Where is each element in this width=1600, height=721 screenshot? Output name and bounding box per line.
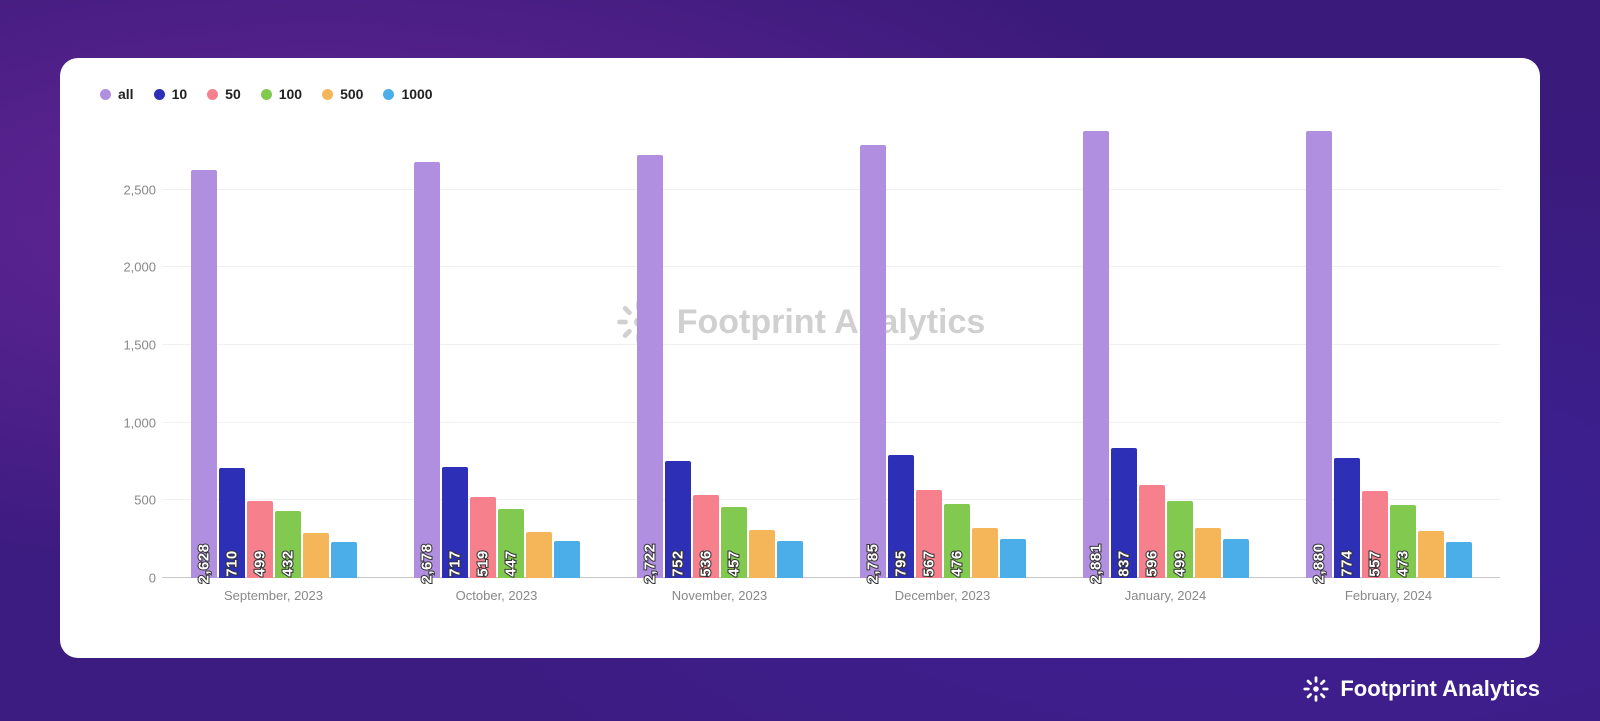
x-tick-label: October, 2023: [385, 578, 608, 612]
bar-group: 2,628 710 499 432: [162, 112, 385, 578]
bar[interactable]: [777, 541, 803, 578]
legend-item[interactable]: 50: [207, 86, 241, 102]
footer-brand-text: Footprint Analytics: [1340, 676, 1540, 702]
bar-value-label: 447: [502, 550, 519, 577]
legend-item[interactable]: 1000: [383, 86, 432, 102]
y-tick-label: 2,000: [100, 260, 156, 275]
bar[interactable]: 557: [1362, 491, 1388, 578]
bar[interactable]: [749, 530, 775, 578]
bar-group: 2,722 752 536 457: [608, 112, 831, 578]
bar[interactable]: 837: [1111, 448, 1137, 578]
legend-swatch: [207, 89, 218, 100]
bar-value-label: 710: [223, 550, 240, 577]
bar-value-label: 557: [1366, 550, 1383, 577]
legend-item[interactable]: all: [100, 86, 134, 102]
bar-value-label: 567: [920, 550, 937, 577]
footer-brand: Footprint Analytics: [1302, 675, 1540, 703]
bar[interactable]: 2,785: [860, 145, 886, 578]
bar[interactable]: 567: [916, 490, 942, 578]
legend-swatch: [261, 89, 272, 100]
bar-value-label: 499: [1171, 550, 1188, 577]
bar-value-label: 717: [446, 550, 463, 577]
bar[interactable]: [1195, 528, 1221, 578]
bar[interactable]: [1000, 539, 1026, 578]
bar[interactable]: 432: [275, 511, 301, 578]
bar-value-label: 752: [669, 550, 686, 577]
bar-group: 2,785 795 567 476: [831, 112, 1054, 578]
legend-label: all: [118, 86, 134, 102]
bar[interactable]: [554, 541, 580, 578]
chart-legend: all 10 50 100 500 1000: [100, 86, 1500, 102]
bar[interactable]: 2,881: [1083, 131, 1109, 579]
bar[interactable]: 499: [1167, 501, 1193, 579]
bar[interactable]: [331, 542, 357, 578]
bar-value-label: 457: [725, 550, 742, 577]
bar[interactable]: 795: [888, 455, 914, 578]
bar[interactable]: [1446, 542, 1472, 578]
bar[interactable]: 519: [470, 497, 496, 578]
bar-group: 2,678 717 519 447: [385, 112, 608, 578]
bar-value-label: 499: [251, 550, 268, 577]
bar-value-label: 795: [892, 550, 909, 577]
legend-item[interactable]: 10: [154, 86, 188, 102]
bar[interactable]: 499: [247, 501, 273, 579]
bar-group: 2,881 837 596 499: [1054, 112, 1277, 578]
legend-item[interactable]: 100: [261, 86, 302, 102]
bar-value-label: 837: [1115, 550, 1132, 577]
legend-swatch: [154, 89, 165, 100]
y-tick-label: 1,500: [100, 338, 156, 353]
bar-value-label: 476: [948, 550, 965, 577]
legend-label: 500: [340, 86, 363, 102]
bar[interactable]: 536: [693, 495, 719, 578]
bar[interactable]: 2,628: [191, 170, 217, 578]
chart-plot-area: Footprint Analytics 05001,0001,5002,0002…: [100, 112, 1500, 612]
bar-value-label: 536: [697, 550, 714, 577]
x-tick-label: September, 2023: [162, 578, 385, 612]
legend-swatch: [322, 89, 333, 100]
y-tick-label: 1,000: [100, 415, 156, 430]
bar[interactable]: [526, 532, 552, 578]
bar[interactable]: [972, 528, 998, 578]
y-tick-label: 0: [100, 571, 156, 586]
bar-value-label: 473: [1394, 550, 1411, 577]
bar[interactable]: 476: [944, 504, 970, 578]
bar[interactable]: 717: [442, 467, 468, 578]
bar[interactable]: 710: [219, 468, 245, 578]
bar[interactable]: 752: [665, 461, 691, 578]
bar[interactable]: [1223, 539, 1249, 578]
x-tick-label: February, 2024: [1277, 578, 1500, 612]
bar[interactable]: [1418, 531, 1444, 578]
bar-value-label: 596: [1143, 550, 1160, 577]
x-tick-label: December, 2023: [831, 578, 1054, 612]
legend-swatch: [383, 89, 394, 100]
x-tick-label: January, 2024: [1054, 578, 1277, 612]
y-axis: 05001,0001,5002,0002,500: [100, 112, 156, 578]
footer-brand-icon: [1302, 675, 1330, 703]
y-tick-label: 500: [100, 493, 156, 508]
bar[interactable]: 447: [498, 509, 524, 578]
bar[interactable]: 596: [1139, 485, 1165, 578]
bar[interactable]: 457: [721, 507, 747, 578]
bar[interactable]: 2,880: [1306, 131, 1332, 578]
bar[interactable]: 473: [1390, 505, 1416, 578]
bar[interactable]: [303, 533, 329, 578]
bar-group: 2,880 774 557 473: [1277, 112, 1500, 578]
x-axis: September, 2023October, 2023November, 20…: [162, 578, 1500, 612]
legend-label: 100: [279, 86, 302, 102]
bar[interactable]: 2,678: [414, 162, 440, 578]
legend-swatch: [100, 89, 111, 100]
bar-value-label: 519: [474, 550, 491, 577]
bar-value-label: 432: [279, 550, 296, 577]
bar[interactable]: 774: [1334, 458, 1360, 578]
bar[interactable]: 2,722: [637, 155, 663, 578]
x-tick-label: November, 2023: [608, 578, 831, 612]
y-tick-label: 2,500: [100, 182, 156, 197]
bar-groups-container: 2,628 710 499 432 2,678 717 519 447 2,722 752 536 4…: [162, 112, 1500, 578]
legend-label: 10: [172, 86, 188, 102]
chart-card: all10501005001000 Footprint Analytics 05…: [60, 58, 1540, 658]
legend-label: 1000: [401, 86, 432, 102]
bar-value-label: 774: [1338, 550, 1355, 577]
legend-label: 50: [225, 86, 241, 102]
legend-item[interactable]: 500: [322, 86, 363, 102]
